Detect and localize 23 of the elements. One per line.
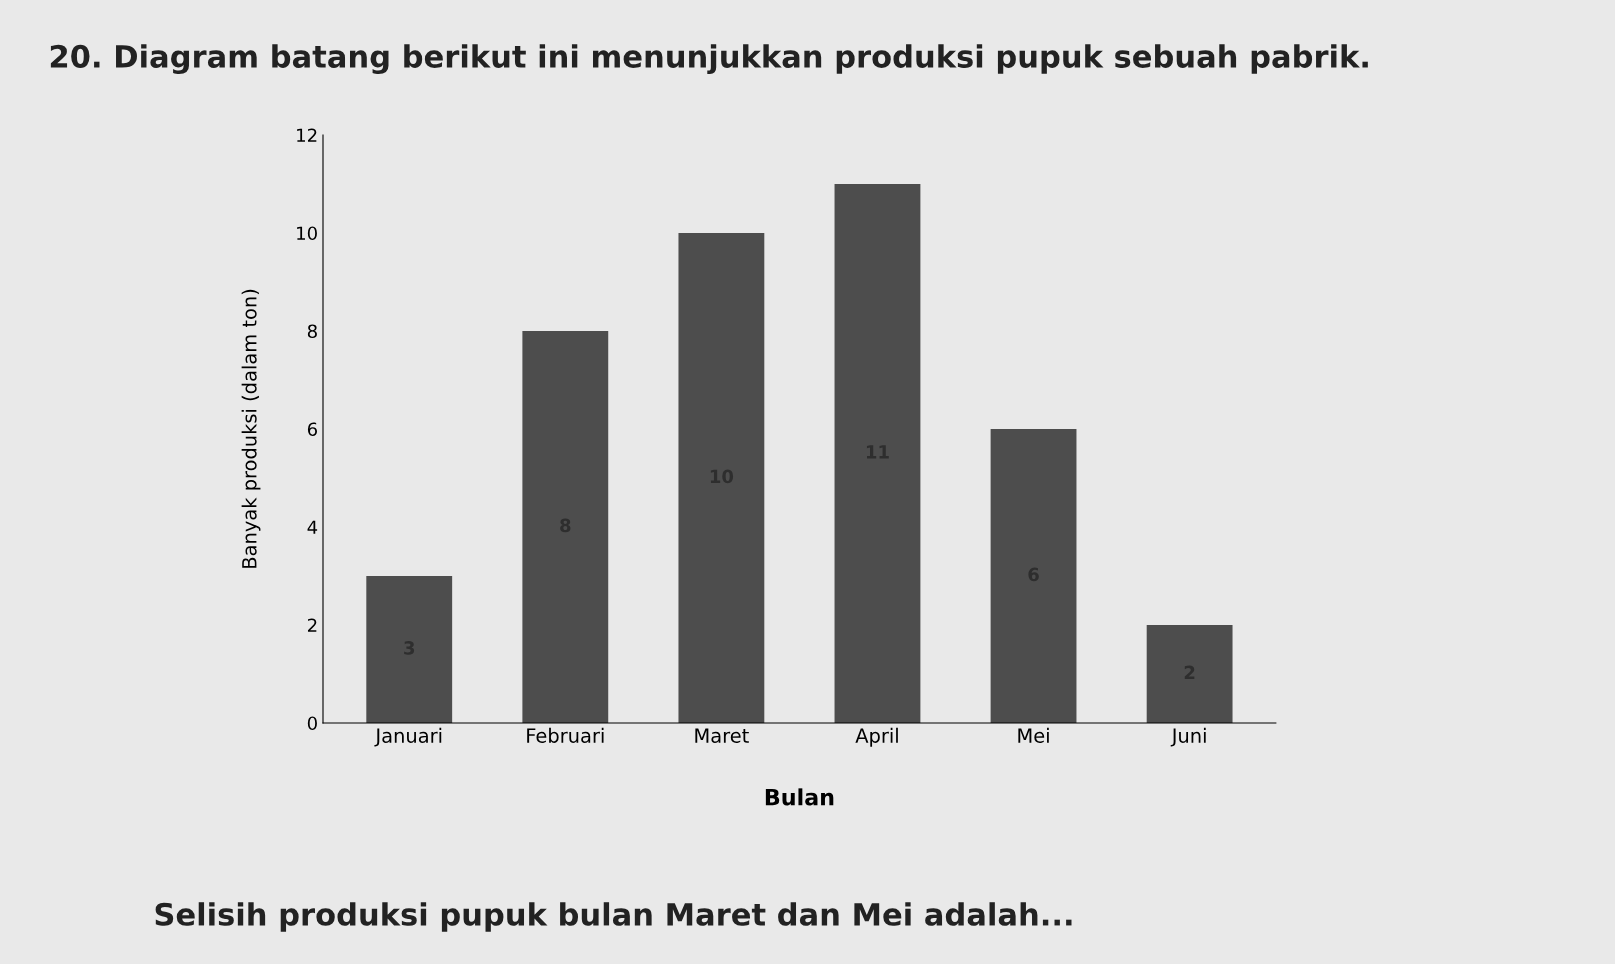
bar <box>678 232 765 723</box>
bar <box>1146 624 1233 723</box>
bar <box>834 183 921 723</box>
y-tick-label: 12 <box>297 128 317 142</box>
x-tick-label: Maret <box>695 728 749 743</box>
x-tick-label: Juni <box>1170 727 1206 747</box>
y-axis-title: Banyak produksi (dalam ton) <box>241 289 261 568</box>
y-tick-label: 6 <box>307 422 317 437</box>
y-tick-label: 8 <box>307 324 317 339</box>
y-tick-label: 0 <box>307 716 317 731</box>
x-tick-label: Januari <box>374 727 442 747</box>
x-tick-label: Mei <box>1018 727 1049 743</box>
y-tick-label: 4 <box>307 520 318 534</box>
chart-title: 20. Diagram batang berikut ini menunjukkan produksi pupuk sebuah pabrik. <box>50 44 1368 75</box>
y-tick-label: 10 <box>297 226 317 241</box>
text: Selisih produksi pupuk bulan Maret dan Mei adalah... <box>155 902 1072 932</box>
x-tick-label: Februari <box>527 727 604 743</box>
bar <box>990 428 1077 723</box>
bar <box>522 330 609 723</box>
bar <box>366 575 453 723</box>
x-tick-label: April <box>855 727 898 747</box>
x-axis-title: Bulan <box>765 788 834 806</box>
y-tick-label: 2 <box>307 618 317 632</box>
